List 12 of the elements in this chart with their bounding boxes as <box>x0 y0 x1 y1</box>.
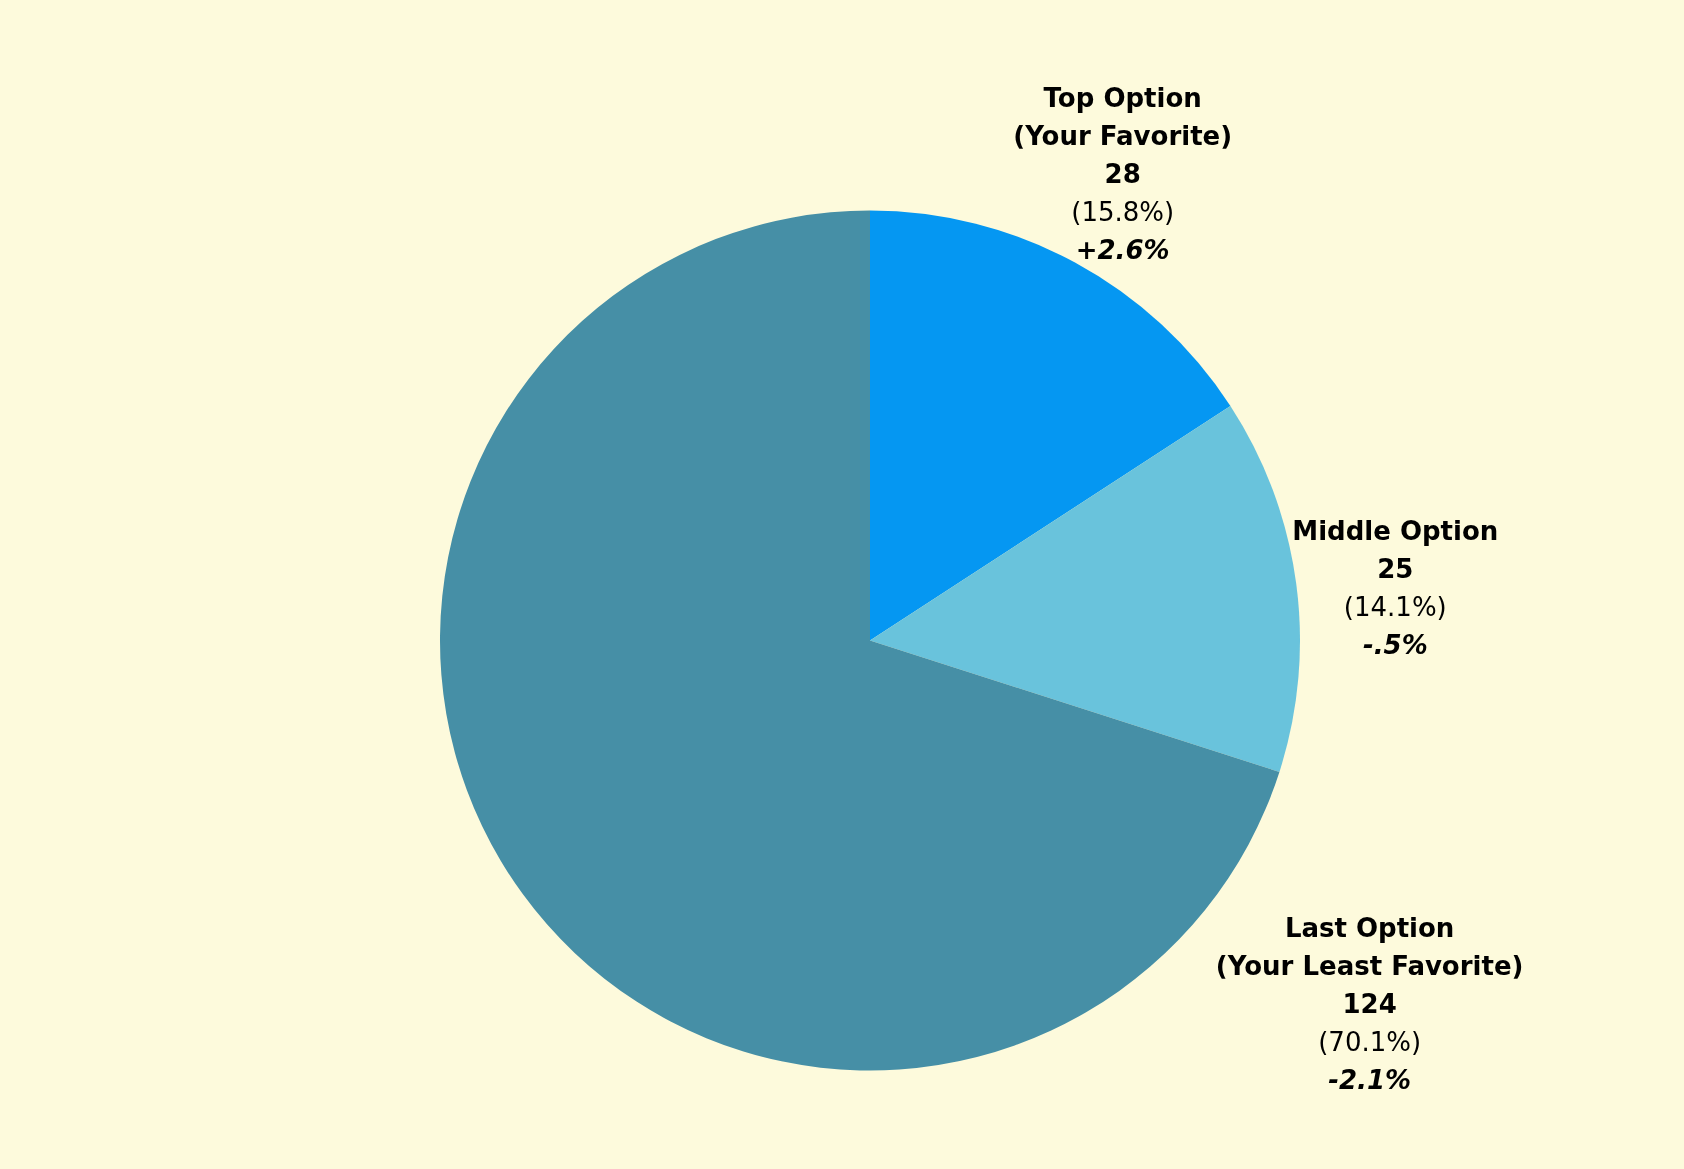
category-label: Top Option (Your Favorite) <box>1013 82 1233 151</box>
text: (15.8%) <box>1071 196 1175 227</box>
data-label: 124 <box>1342 988 1397 1019</box>
text: -2.1% <box>1328 1064 1412 1095</box>
text: (14.1%) <box>1343 592 1447 623</box>
data-label: 28 <box>1104 158 1141 189</box>
text: -.5% <box>1362 630 1428 661</box>
text: (70.1%) <box>1318 1026 1422 1057</box>
data-label: 25 <box>1377 554 1414 585</box>
category-label: Last Option (Your Least Favorite) <box>1215 912 1524 981</box>
slice-label: Middle Option <box>1292 516 1499 547</box>
text: +2.6% <box>1075 234 1170 265</box>
